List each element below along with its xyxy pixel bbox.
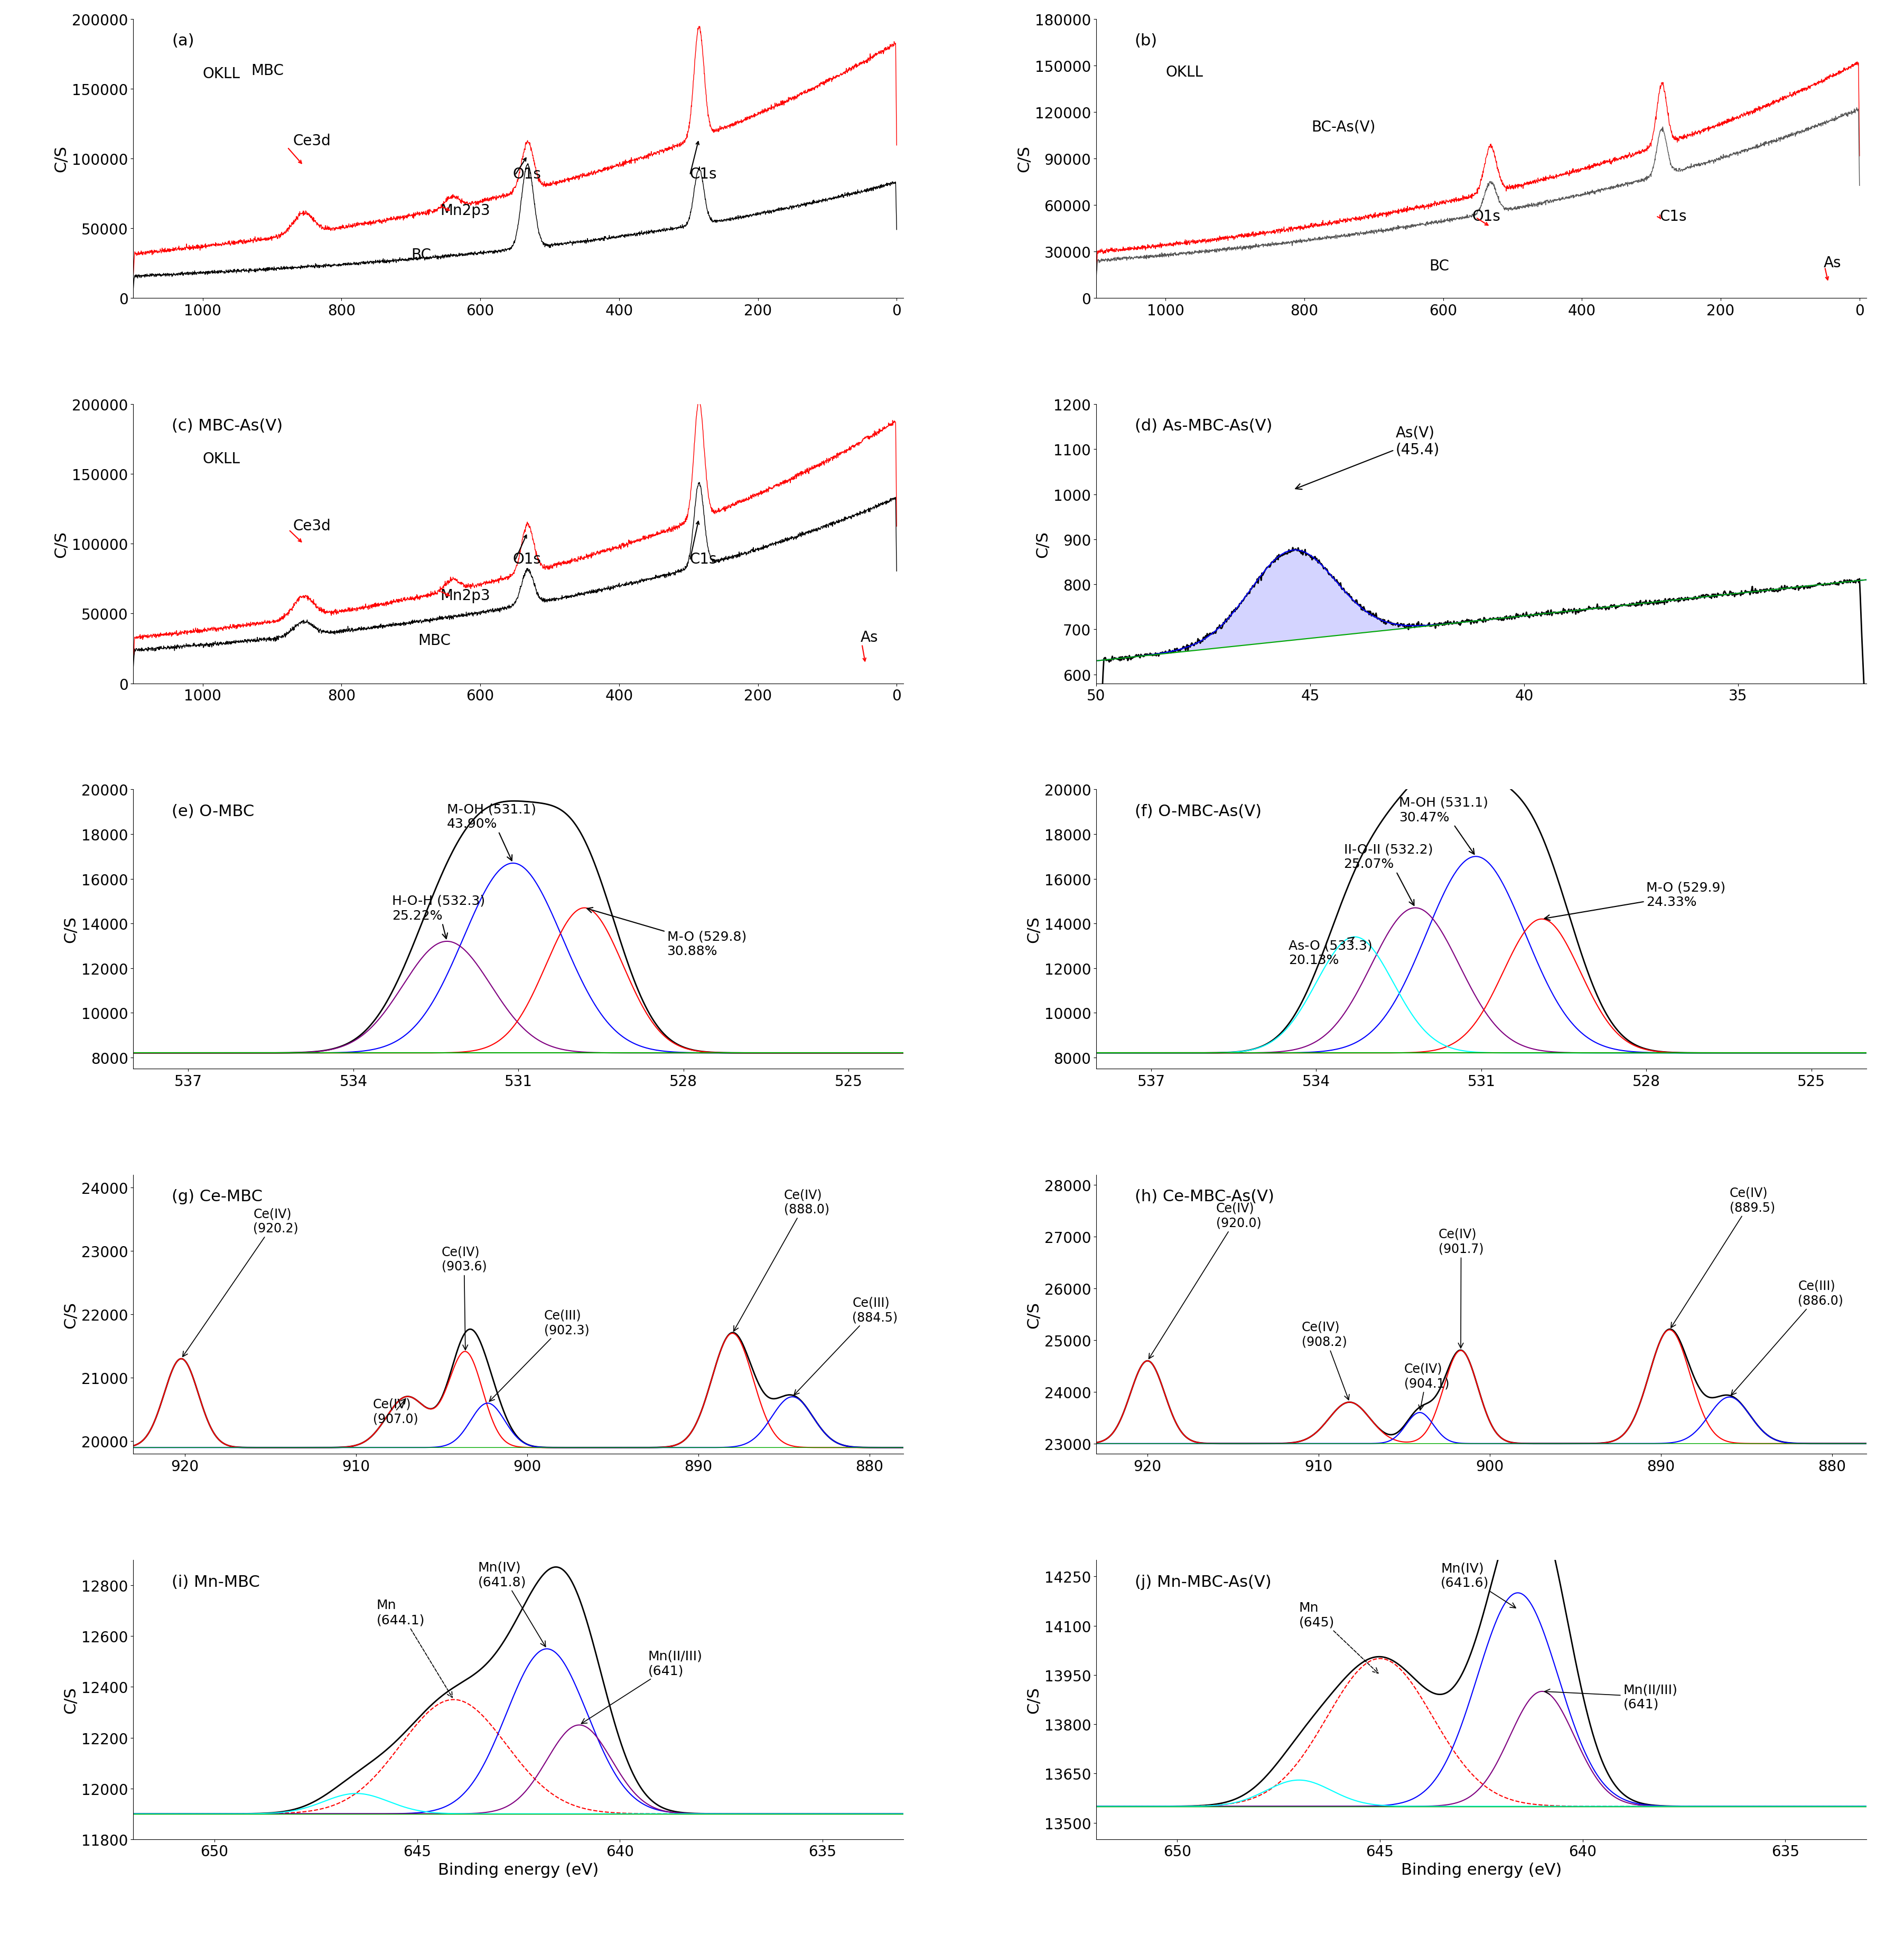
- Text: As(V)
(45.4): As(V) (45.4): [1295, 426, 1439, 490]
- Y-axis label: C/S: C/S: [53, 530, 69, 558]
- Text: C1s: C1s: [689, 166, 718, 182]
- Text: Mn(II/III)
(641): Mn(II/III) (641): [581, 1649, 703, 1723]
- Y-axis label: C/S: C/S: [1026, 1301, 1041, 1328]
- Text: (j) Mn-MBC-As(V): (j) Mn-MBC-As(V): [1135, 1574, 1272, 1589]
- Text: H-O-H (532.3)
25.22%: H-O-H (532.3) 25.22%: [392, 894, 486, 939]
- Text: (h) Ce-MBC-As(V): (h) Ce-MBC-As(V): [1135, 1189, 1274, 1204]
- Text: O1s: O1s: [512, 166, 541, 182]
- Text: Ce(IV)
(889.5): Ce(IV) (889.5): [1670, 1187, 1775, 1328]
- Y-axis label: C/S: C/S: [63, 916, 78, 943]
- Text: O1s: O1s: [512, 552, 541, 567]
- Text: Ce(IV)
(903.6): Ce(IV) (903.6): [442, 1245, 487, 1349]
- Text: M-O (529.9)
24.33%: M-O (529.9) 24.33%: [1544, 881, 1725, 920]
- Text: Mn(II/III)
(641): Mn(II/III) (641): [1544, 1682, 1677, 1711]
- Text: Ce3d: Ce3d: [293, 519, 331, 532]
- Text: As-O (533.3)
20.13%: As-O (533.3) 20.13%: [1289, 937, 1373, 966]
- Y-axis label: C/S: C/S: [1036, 530, 1051, 558]
- Y-axis label: C/S: C/S: [63, 1301, 78, 1328]
- Y-axis label: C/S: C/S: [1026, 916, 1041, 943]
- Text: (i) Mn-MBC: (i) Mn-MBC: [171, 1574, 261, 1589]
- X-axis label: Binding energy (eV): Binding energy (eV): [1401, 1862, 1561, 1878]
- Text: Ce(IV)
(920.2): Ce(IV) (920.2): [183, 1208, 299, 1357]
- Y-axis label: C/S: C/S: [1026, 1686, 1041, 1713]
- Text: Mn(IV)
(641.8): Mn(IV) (641.8): [478, 1560, 545, 1648]
- Text: C1s: C1s: [689, 552, 718, 567]
- Text: Mn2p3: Mn2p3: [440, 203, 489, 219]
- Text: MBC: MBC: [417, 633, 451, 649]
- Text: BC-As(V): BC-As(V): [1312, 120, 1375, 134]
- Text: Ce(IV)
(920.0): Ce(IV) (920.0): [1148, 1202, 1260, 1359]
- Text: OKLL: OKLL: [1165, 66, 1203, 79]
- Text: Ce(IV)
(888.0): Ce(IV) (888.0): [733, 1189, 828, 1332]
- Text: Mn(IV)
(641.6): Mn(IV) (641.6): [1439, 1562, 1516, 1609]
- Text: Ce(III)
(884.5): Ce(III) (884.5): [794, 1295, 897, 1396]
- Text: Mn
(645): Mn (645): [1299, 1601, 1378, 1673]
- Text: (e) O-MBC: (e) O-MBC: [171, 803, 255, 819]
- Text: (a): (a): [171, 33, 194, 48]
- Text: Ce(IV)
(908.2): Ce(IV) (908.2): [1300, 1320, 1348, 1400]
- Text: MBC: MBC: [251, 64, 284, 77]
- Text: Ce(IV)
(904.1): Ce(IV) (904.1): [1403, 1363, 1449, 1409]
- Text: Ce(IV)
(907.0): Ce(IV) (907.0): [373, 1398, 419, 1425]
- Text: (c) MBC-As(V): (c) MBC-As(V): [171, 418, 284, 434]
- Text: (g) Ce-MBC: (g) Ce-MBC: [171, 1189, 263, 1204]
- Text: BC: BC: [1428, 259, 1449, 273]
- Text: Ce(IV)
(901.7): Ce(IV) (901.7): [1438, 1227, 1483, 1347]
- Text: (f) O-MBC-As(V): (f) O-MBC-As(V): [1135, 803, 1260, 819]
- Text: Mn2p3: Mn2p3: [440, 589, 489, 604]
- Text: II-O-II (532.2)
25.07%: II-O-II (532.2) 25.07%: [1344, 844, 1432, 906]
- Text: Ce3d: Ce3d: [293, 134, 331, 149]
- Text: As: As: [1822, 256, 1841, 271]
- Text: C1s: C1s: [1658, 209, 1687, 225]
- Text: BC: BC: [411, 248, 430, 263]
- Y-axis label: C/S: C/S: [1017, 145, 1032, 172]
- Text: (d) As-MBC-As(V): (d) As-MBC-As(V): [1135, 418, 1272, 434]
- Text: As: As: [861, 631, 878, 645]
- Text: OKLL: OKLL: [202, 451, 240, 467]
- Text: M-OH (531.1)
43.90%: M-OH (531.1) 43.90%: [447, 803, 537, 862]
- Y-axis label: C/S: C/S: [53, 145, 69, 172]
- Text: M-OH (531.1)
30.47%: M-OH (531.1) 30.47%: [1398, 796, 1487, 854]
- Y-axis label: C/S: C/S: [63, 1686, 78, 1713]
- X-axis label: Binding energy (eV): Binding energy (eV): [438, 1862, 598, 1878]
- Text: (b): (b): [1135, 33, 1158, 48]
- Text: OKLL: OKLL: [202, 66, 240, 81]
- Text: O1s: O1s: [1472, 209, 1500, 225]
- Text: Ce(III)
(886.0): Ce(III) (886.0): [1731, 1280, 1843, 1396]
- Text: Ce(III)
(902.3): Ce(III) (902.3): [489, 1309, 588, 1402]
- Text: M-O (529.8)
30.88%: M-O (529.8) 30.88%: [586, 908, 746, 958]
- Text: Mn
(644.1): Mn (644.1): [377, 1599, 451, 1698]
